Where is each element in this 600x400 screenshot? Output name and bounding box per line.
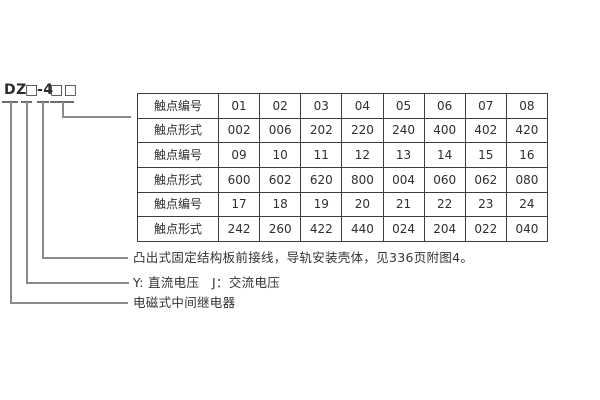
callout-structure-text: 凸出式固定结构板前接线，导轨安装壳体，见336页附图4。 (133, 250, 474, 265)
table-cell: 21 (382, 191, 425, 218)
row-header: 触点形式 (137, 117, 219, 144)
underline-box2 (50, 100, 74, 103)
model-code-box2: □□ (50, 82, 78, 98)
table-cell: 062 (464, 166, 507, 193)
table-cell: 16 (505, 142, 549, 168)
table-cell: 220 (341, 117, 384, 144)
table-cell: 600 (217, 166, 261, 193)
row-header: 触点编号 (137, 142, 219, 168)
table-cell: 420 (505, 117, 549, 144)
table-cell: 006 (259, 117, 302, 144)
table-cell: 620 (300, 166, 343, 193)
leader-vertical-voltage-type (25, 102, 28, 283)
table-cell: 422 (300, 216, 343, 242)
table-cell: 440 (341, 216, 384, 242)
callout-voltage-type-text: Y: 直流电压 J：交流电压 (133, 275, 281, 290)
underline-dash4 (36, 100, 49, 103)
table-cell: 602 (259, 166, 302, 193)
row-header: 触点形式 (137, 166, 219, 193)
table-cell: 12 (341, 142, 384, 168)
table-cell: 03 (300, 93, 343, 119)
table-cell: 07 (464, 93, 507, 119)
table-cell: 004 (382, 166, 425, 193)
leader-horizontal-voltage-type (25, 281, 129, 284)
leader-horizontal-relay-type (9, 301, 128, 304)
table-cell: 11 (300, 142, 343, 168)
table-row: 触点形式 242 260 422 440 024 204 022 040 (137, 216, 549, 242)
table-cell: 022 (464, 216, 507, 242)
table-row: 触点形式 002 006 202 220 240 400 402 420 (137, 117, 549, 144)
contact-spec-table-body: 触点编号 01 02 03 04 05 06 07 08 触点形式 002 006 202 220 240 4… (137, 93, 549, 242)
table-cell: 402 (464, 117, 507, 144)
table-cell: 22 (423, 191, 466, 218)
table-cell: 060 (423, 166, 466, 193)
table-cell: 260 (259, 216, 302, 242)
table-cell: 024 (382, 216, 425, 242)
row-header: 触点形式 (137, 216, 219, 242)
leader-vertical-structure (41, 102, 44, 259)
table-row: 触点编号 01 02 03 04 05 06 07 08 (137, 93, 549, 119)
table-cell: 23 (464, 191, 507, 218)
model-code-dash4: -4 (37, 82, 54, 98)
table-cell: 13 (382, 142, 425, 168)
table-cell: 02 (259, 93, 302, 119)
underline-box1 (20, 100, 32, 103)
table-cell: 20 (341, 191, 384, 218)
table-cell: 202 (300, 117, 343, 144)
model-code-prefix: DZ (4, 82, 27, 98)
table-cell: 09 (217, 142, 261, 168)
table-cell: 18 (259, 191, 302, 218)
row-header: 触点编号 (137, 93, 219, 119)
table-cell: 06 (423, 93, 466, 119)
table-cell: 204 (423, 216, 466, 242)
leader-vertical-contact-code (61, 102, 64, 118)
table-cell: 08 (505, 93, 549, 119)
table-cell: 17 (217, 191, 261, 218)
table-row: 触点编号 09 10 11 12 13 14 15 16 (137, 142, 549, 168)
table-cell: 002 (217, 117, 261, 144)
table-cell: 15 (464, 142, 507, 168)
table-cell: 080 (505, 166, 549, 193)
table-cell: 01 (217, 93, 261, 119)
table-row: 触点编号 17 18 19 20 21 22 23 24 (137, 191, 549, 218)
table-cell: 242 (217, 216, 261, 242)
table-cell: 800 (341, 166, 384, 193)
table-cell: 19 (300, 191, 343, 218)
table-cell: 24 (505, 191, 549, 218)
table-cell: 040 (505, 216, 549, 242)
callout-relay-type-text: 电磁式中间继电器 (133, 295, 236, 310)
leader-vertical-relay-type (9, 102, 12, 303)
table-row: 触点形式 600 602 620 800 004 060 062 080 (137, 166, 549, 193)
leader-horizontal-structure (41, 257, 128, 259)
table-cell: 10 (259, 142, 302, 168)
table-cell: 14 (423, 142, 466, 168)
table-cell: 05 (382, 93, 425, 119)
table-cell: 04 (341, 93, 384, 119)
contact-spec-table: 触点编号 01 02 03 04 05 06 07 08 触点形式 002 006 202 220 240 4… (137, 93, 549, 242)
underline-prefix (2, 100, 18, 103)
table-cell: 400 (423, 117, 466, 144)
table-cell: 240 (382, 117, 425, 144)
model-code-box1: □ (25, 82, 39, 98)
leader-horizontal-contact-code (61, 116, 131, 118)
row-header: 触点编号 (137, 191, 219, 218)
